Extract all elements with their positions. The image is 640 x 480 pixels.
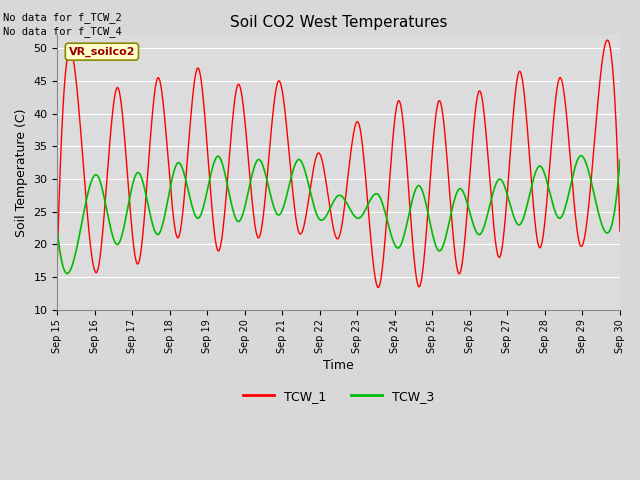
Line: TCW_1: TCW_1 xyxy=(58,40,620,288)
Line: TCW_3: TCW_3 xyxy=(58,156,620,274)
TCW_3 xyxy=(269,203,277,208)
TCW_1 xyxy=(616,228,624,234)
TCW_3 xyxy=(616,156,624,162)
X-axis label: Time: Time xyxy=(323,359,354,372)
Text: No data for f_TCW_2: No data for f_TCW_2 xyxy=(3,12,122,23)
TCW_3 xyxy=(545,185,552,191)
TCW_3 xyxy=(605,228,613,234)
TCW_3 xyxy=(54,228,61,234)
TCW_3 xyxy=(63,271,71,276)
TCW_1 xyxy=(545,178,552,184)
Text: VR_soilco2: VR_soilco2 xyxy=(68,47,135,57)
TCW_3 xyxy=(151,229,159,235)
TCW_3 xyxy=(118,233,125,239)
TCW_1 xyxy=(374,285,382,290)
TCW_1 xyxy=(605,41,613,47)
Y-axis label: Soil Temperature (C): Soil Temperature (C) xyxy=(15,108,28,237)
Legend: TCW_1, TCW_3: TCW_1, TCW_3 xyxy=(237,384,440,408)
TCW_1 xyxy=(54,254,61,260)
Text: No data for f_TCW_4: No data for f_TCW_4 xyxy=(3,26,122,37)
TCW_3 xyxy=(294,157,301,163)
TCW_1 xyxy=(604,37,611,43)
TCW_1 xyxy=(269,108,277,114)
TCW_3 xyxy=(577,153,585,158)
TCW_1 xyxy=(151,87,159,93)
TCW_1 xyxy=(294,225,301,230)
TCW_1 xyxy=(118,104,125,109)
Title: Soil CO2 West Temperatures: Soil CO2 West Temperatures xyxy=(230,15,447,30)
